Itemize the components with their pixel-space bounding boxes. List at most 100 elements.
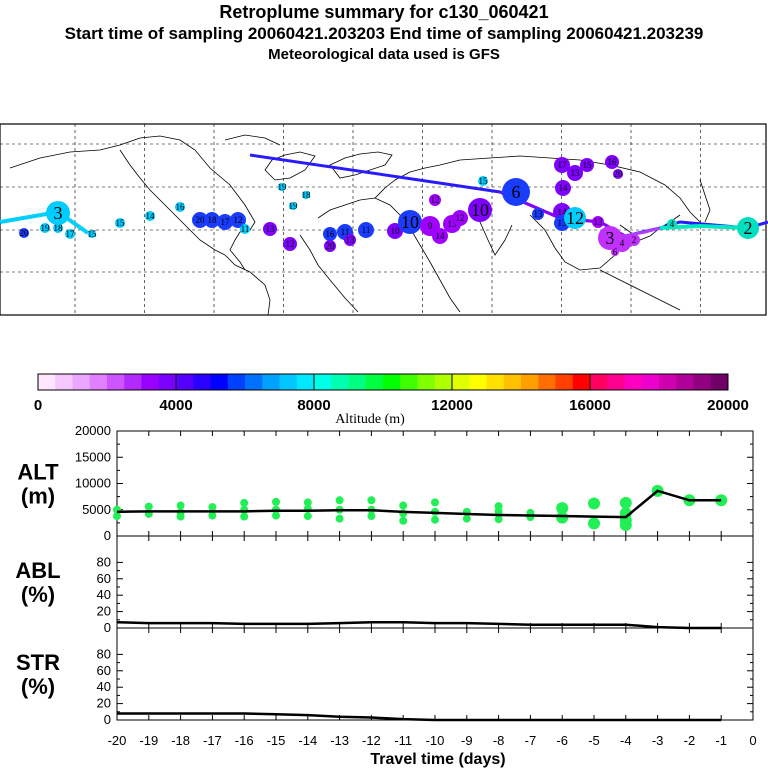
- plume-cluster-11: [358, 222, 374, 238]
- y-axis-label: (%): [21, 582, 55, 607]
- x-tick-label: -14: [298, 733, 317, 748]
- colorbar-cell: [331, 374, 349, 390]
- plume-cluster-17: [65, 229, 75, 239]
- cluster-point: [240, 498, 249, 507]
- cluster-point: [367, 512, 376, 521]
- met-data-label: Meteorological data used is GFS: [268, 46, 500, 63]
- plume-cluster-13: [344, 234, 356, 246]
- plume-cluster-11: [240, 224, 250, 234]
- plume-cluster-12: [283, 237, 297, 251]
- colorbar-cell: [141, 374, 160, 390]
- plume-cluster-19: [289, 202, 297, 210]
- plume-cluster-label: 20: [614, 169, 624, 179]
- plume-cluster-label: 11: [341, 227, 350, 237]
- plume-cluster-label: 14: [558, 207, 568, 217]
- colorbar-cell: [107, 374, 125, 390]
- plume-cluster-label: 13: [571, 168, 581, 178]
- colorbar-cell: [624, 374, 643, 390]
- time-series-panels: 05000100001500020000ALT(m)020406080ABL(%…: [15, 423, 756, 768]
- cluster-point: [431, 498, 439, 507]
- x-axis: -20 -19 -18 -17 -16 -15 -14 -13 -12 -11 -10 -9 -8 -7-…: [108, 733, 757, 768]
- plume-cluster-label: 11: [362, 225, 371, 235]
- colorbar-cell: [193, 374, 211, 390]
- plume-cluster-label: 12: [431, 195, 440, 205]
- plume-cluster-6: [611, 248, 619, 256]
- plume-cluster-label: 10: [471, 200, 489, 220]
- y-tick-label: 80: [97, 554, 111, 569]
- x-tick-label: -1: [715, 733, 727, 748]
- plume-cluster-6: [502, 178, 530, 206]
- cluster-point: [272, 497, 280, 506]
- colorbar-cell: [158, 374, 177, 390]
- cluster-point: [619, 518, 632, 531]
- cluster-point: [588, 517, 600, 530]
- plume-cluster-label: 13: [266, 224, 276, 234]
- plume-cluster-15: [580, 158, 594, 172]
- colorbar-cell: [227, 374, 246, 390]
- plume-cluster-16: [605, 155, 619, 169]
- x-tick-label: -15: [267, 733, 286, 748]
- x-tick-label: -13: [330, 733, 349, 748]
- y-tick-label: 40: [97, 679, 111, 694]
- plume-cluster-label: 12: [456, 213, 465, 223]
- plume-cluster-15: [478, 176, 488, 186]
- y-tick-label: 60: [97, 571, 111, 586]
- x-tick-label: -4: [620, 733, 632, 748]
- plume-cluster-label: 6: [613, 247, 618, 257]
- cluster-point: [272, 511, 280, 520]
- cluster-point: [399, 516, 408, 525]
- colorbar-cell: [400, 374, 418, 390]
- colorbar-tick-label: 16000: [569, 397, 611, 414]
- y-axis-label: (m): [21, 484, 55, 509]
- plume-cluster-label: 14: [559, 183, 569, 193]
- plume-cluster-label: 3: [54, 203, 63, 223]
- cluster-point: [588, 497, 600, 510]
- colorbar-cell: [555, 374, 574, 390]
- cluster-point: [176, 501, 185, 510]
- colorbar-cell: [55, 374, 73, 390]
- colorbar: 0 4000 8000 12000 16000 20000 Altitude (m): [34, 373, 749, 427]
- plume-cluster-label: 20: [326, 241, 336, 251]
- panel-frame: [116, 535, 754, 629]
- plume-cluster-16: [175, 202, 185, 212]
- colorbar-tick-label: 20000: [707, 397, 749, 414]
- cluster-point: [176, 512, 185, 521]
- plume-cluster-label: 9: [428, 221, 433, 231]
- plume-cluster-14: [145, 211, 155, 221]
- plume-cluster-label: 4: [670, 219, 675, 229]
- plume-cluster-15: [88, 230, 96, 238]
- colorbar-cell: [503, 374, 522, 390]
- cluster-point: [113, 512, 121, 521]
- plume-cluster-label: 17: [558, 160, 568, 170]
- plume-cluster-15: [115, 218, 125, 228]
- plume-cluster-label: 15: [116, 218, 126, 228]
- plume-cluster-label: 18: [302, 190, 312, 200]
- x-tick-label: -12: [362, 733, 381, 748]
- plume-cluster-10: [468, 198, 492, 222]
- plume-cluster-12: [452, 210, 468, 226]
- plume-cluster-17: [217, 214, 233, 230]
- y-tick-label: 20: [97, 604, 111, 619]
- y-tick-label: 60: [97, 663, 111, 678]
- cluster-point: [556, 502, 569, 515]
- plume-cluster-20: [19, 228, 29, 238]
- x-tick-label: -17: [203, 733, 222, 748]
- x-tick-label: -11: [394, 733, 412, 748]
- colorbar-cell: [469, 374, 487, 390]
- x-tick-label: -9: [461, 733, 473, 748]
- plume-cluster-18: [204, 212, 220, 228]
- cluster-point: [335, 496, 344, 505]
- plume-cluster-label: 14: [436, 231, 446, 241]
- panel-frame: [116, 627, 754, 721]
- cluster-point: [556, 511, 569, 524]
- plume-cluster-label: 15: [583, 160, 593, 170]
- plume-cluster-13: [263, 222, 277, 236]
- plume-cluster-10: [387, 223, 403, 239]
- y-tick-label: 40: [97, 587, 111, 602]
- cluster-point: [494, 515, 503, 524]
- colorbar-cell: [452, 374, 470, 390]
- plume-cluster-label: 16: [608, 157, 618, 167]
- cluster-point: [619, 496, 632, 509]
